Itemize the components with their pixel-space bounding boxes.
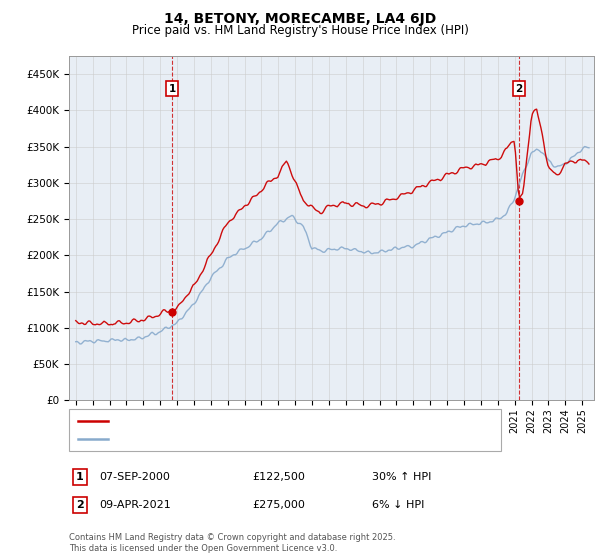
Text: HPI: Average price, detached house, Lancaster: HPI: Average price, detached house, Lanc… — [114, 434, 343, 444]
Text: 2: 2 — [515, 83, 523, 94]
Text: £122,500: £122,500 — [252, 472, 305, 482]
Text: 09-APR-2021: 09-APR-2021 — [99, 500, 171, 510]
Text: Price paid vs. HM Land Registry's House Price Index (HPI): Price paid vs. HM Land Registry's House … — [131, 24, 469, 37]
Text: 14, BETONY, MORECAMBE, LA4 6JD (detached house): 14, BETONY, MORECAMBE, LA4 6JD (detached… — [114, 416, 376, 426]
Text: 30% ↑ HPI: 30% ↑ HPI — [372, 472, 431, 482]
Text: 6% ↓ HPI: 6% ↓ HPI — [372, 500, 424, 510]
Text: 07-SEP-2000: 07-SEP-2000 — [99, 472, 170, 482]
Text: 14, BETONY, MORECAMBE, LA4 6JD: 14, BETONY, MORECAMBE, LA4 6JD — [164, 12, 436, 26]
Text: Contains HM Land Registry data © Crown copyright and database right 2025.
This d: Contains HM Land Registry data © Crown c… — [69, 533, 395, 553]
Text: £275,000: £275,000 — [252, 500, 305, 510]
Text: 1: 1 — [76, 472, 83, 482]
Text: 1: 1 — [169, 83, 176, 94]
Text: 2: 2 — [76, 500, 83, 510]
